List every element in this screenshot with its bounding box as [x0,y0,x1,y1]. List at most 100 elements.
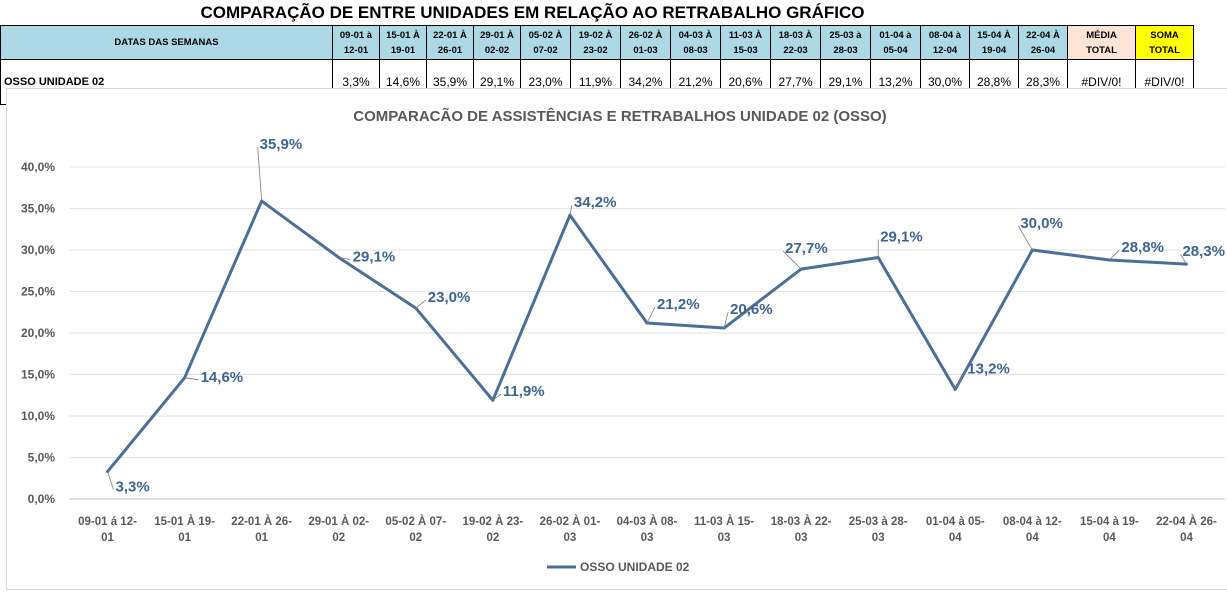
data-label: 3,3% [116,479,150,496]
y-tick-label: 15,0% [21,368,55,382]
x-tick-label: 04 [1026,532,1039,544]
week-header-line: 19-04 [981,44,1007,56]
week-header-cell[interactable]: 09-01 à 12-01 [332,25,380,60]
media-header-line: MÉDIA [1086,29,1117,41]
week-header-line: 08-04 à [928,29,962,41]
x-tick-label: 02 [409,532,422,544]
data-label-leader [954,371,966,390]
week-header-line: 15-04 À [977,29,1011,41]
soma-header-line: SOMA [1150,29,1179,41]
data-label-leader [107,471,114,490]
data-label: 20,6% [730,301,773,318]
data-label-leader [1017,225,1033,251]
x-tick-label: 05-02 À 07- [385,515,446,528]
y-tick-label: 10,0% [21,409,55,423]
week-header-line: 18-03 À [778,29,813,41]
media-header-line: TOTAL [1086,44,1117,56]
week-header-line: 05-04 [883,44,908,56]
soma-header-line: TOTAL [1149,44,1180,56]
week-header-cell[interactable]: 11-03 À 15-03 [720,25,771,60]
week-header-cell[interactable]: 25-03 à 28-03 [820,25,871,60]
data-point [260,199,264,203]
week-header-line: 15-03 [733,44,758,56]
week-header-cell[interactable]: 22-04 À 26-04 [1018,25,1068,60]
week-header-line: 09-01 à [339,29,373,41]
y-tick-label: 0,0% [28,492,56,506]
x-tick-label: 25-03 à 28- [849,516,908,528]
data-label-leader [782,250,802,270]
week-header-cell[interactable]: 19-02 À 23-02 [570,25,621,60]
data-label-leader [1180,253,1187,265]
week-header-cell[interactable]: 29-01 À 02-02 [473,25,521,60]
x-tick-label: 22-04 À 26- [1156,515,1217,528]
x-tick-label: 03 [564,532,577,544]
week-header-line: 29-01 À [480,29,514,41]
week-header-line: 26-01 [437,44,463,56]
data-label: 34,2% [574,194,617,211]
data-label-leader [1109,249,1120,261]
week-header-line: 04-03 À [678,29,713,41]
sheet-title: COMPARAÇÃO DE ENTRE UNIDADES EM RELAÇÃO … [200,3,865,22]
data-label-leader [569,205,573,216]
data-label: 13,2% [967,360,1010,377]
x-tick-label: 29-01 À 02- [308,515,369,528]
data-label: 28,8% [1121,239,1164,256]
week-header-cell[interactable]: 18-03 À 22-03 [770,25,821,60]
week-header-line: 01-03 [633,44,658,56]
week-header-cell[interactable]: 01-04 à 05-04 [870,25,921,60]
week-header-cell[interactable]: 04-03 À 08-03 [670,25,721,60]
week-header-line: 19-02 À [578,29,613,41]
y-tick-label: 25,0% [21,285,55,299]
week-header-cell[interactable]: 08-04 à 12-04 [920,25,970,60]
soma-total-header[interactable]: SOMA TOTAL [1135,25,1194,60]
week-header-line: 12-01 [343,44,369,56]
week-header-line: 26-02 À [628,29,663,41]
x-tick-label: 02 [486,532,499,544]
data-label: 35,9% [260,136,303,153]
data-label: 29,1% [880,228,923,245]
header-row: DATAS DAS SEMANAS 09-01 à 12-01 15-01 À 19-… [0,25,1194,60]
data-label-leader [723,311,729,329]
data-label: 11,9% [503,383,545,400]
week-header-line: 08-03 [683,44,708,56]
week-header-line: 05-02 À [528,29,563,41]
series-line [106,199,1187,473]
data-label-leader [492,393,502,401]
week-header-cell[interactable]: 05-02 À 07-02 [520,25,571,60]
x-tick-label: 22-01 À 26- [231,515,292,528]
x-tick-label: 04 [1103,532,1116,544]
data-label-leader [415,299,427,309]
week-header-line: 02-02 [484,44,510,56]
y-tick-label: 20,0% [21,326,55,340]
x-tick-label: 15-04 à 19- [1080,516,1139,528]
weeks-header-label[interactable]: DATAS DAS SEMANAS [0,25,333,60]
week-header-line: 22-01 À [433,29,467,41]
x-tick-label: 03 [718,532,731,544]
y-tick-label: 35,0% [21,202,55,216]
week-header-line: 22-04 À [1026,29,1060,41]
week-header-cell[interactable]: 15-04 À 19-04 [969,25,1019,60]
week-header-cell[interactable]: 26-02 À 01-03 [620,25,671,60]
x-tick-label: 01 [255,532,268,544]
data-label: 30,0% [1020,215,1063,232]
week-header-cell[interactable]: 22-01 À 26-01 [426,25,474,60]
value-cell[interactable]: 34,2% [620,59,671,105]
data-label: 14,6% [201,369,244,386]
y-tick-label: 40,0% [21,160,55,174]
week-header-line: 22-03 [783,44,808,56]
chart-area[interactable]: COMPARACÃO DE ASSISTÊNCIAS E RETRABALHOS… [6,88,1227,590]
media-total-header[interactable]: MÉDIA TOTAL [1067,25,1136,60]
x-tick-label: 08-04 à 12- [1003,516,1062,528]
data-label-leader [646,306,656,324]
data-label-leader [184,377,199,381]
y-tick-label: 30,0% [21,243,55,257]
x-tick-label: 04 [1180,532,1193,544]
x-tick-label: 26-02 À 01- [540,515,601,528]
week-header-line: 01-04 à [879,29,912,41]
week-header-line: 28-03 [833,44,858,56]
data-label: 27,7% [785,240,828,257]
week-header-cell[interactable]: 15-01 À 19-01 [379,25,427,60]
x-tick-label: 01-04 à 05- [926,516,985,528]
data-label: 28,3% [1182,243,1225,260]
x-tick-label: 19-02 À 23- [462,515,523,528]
